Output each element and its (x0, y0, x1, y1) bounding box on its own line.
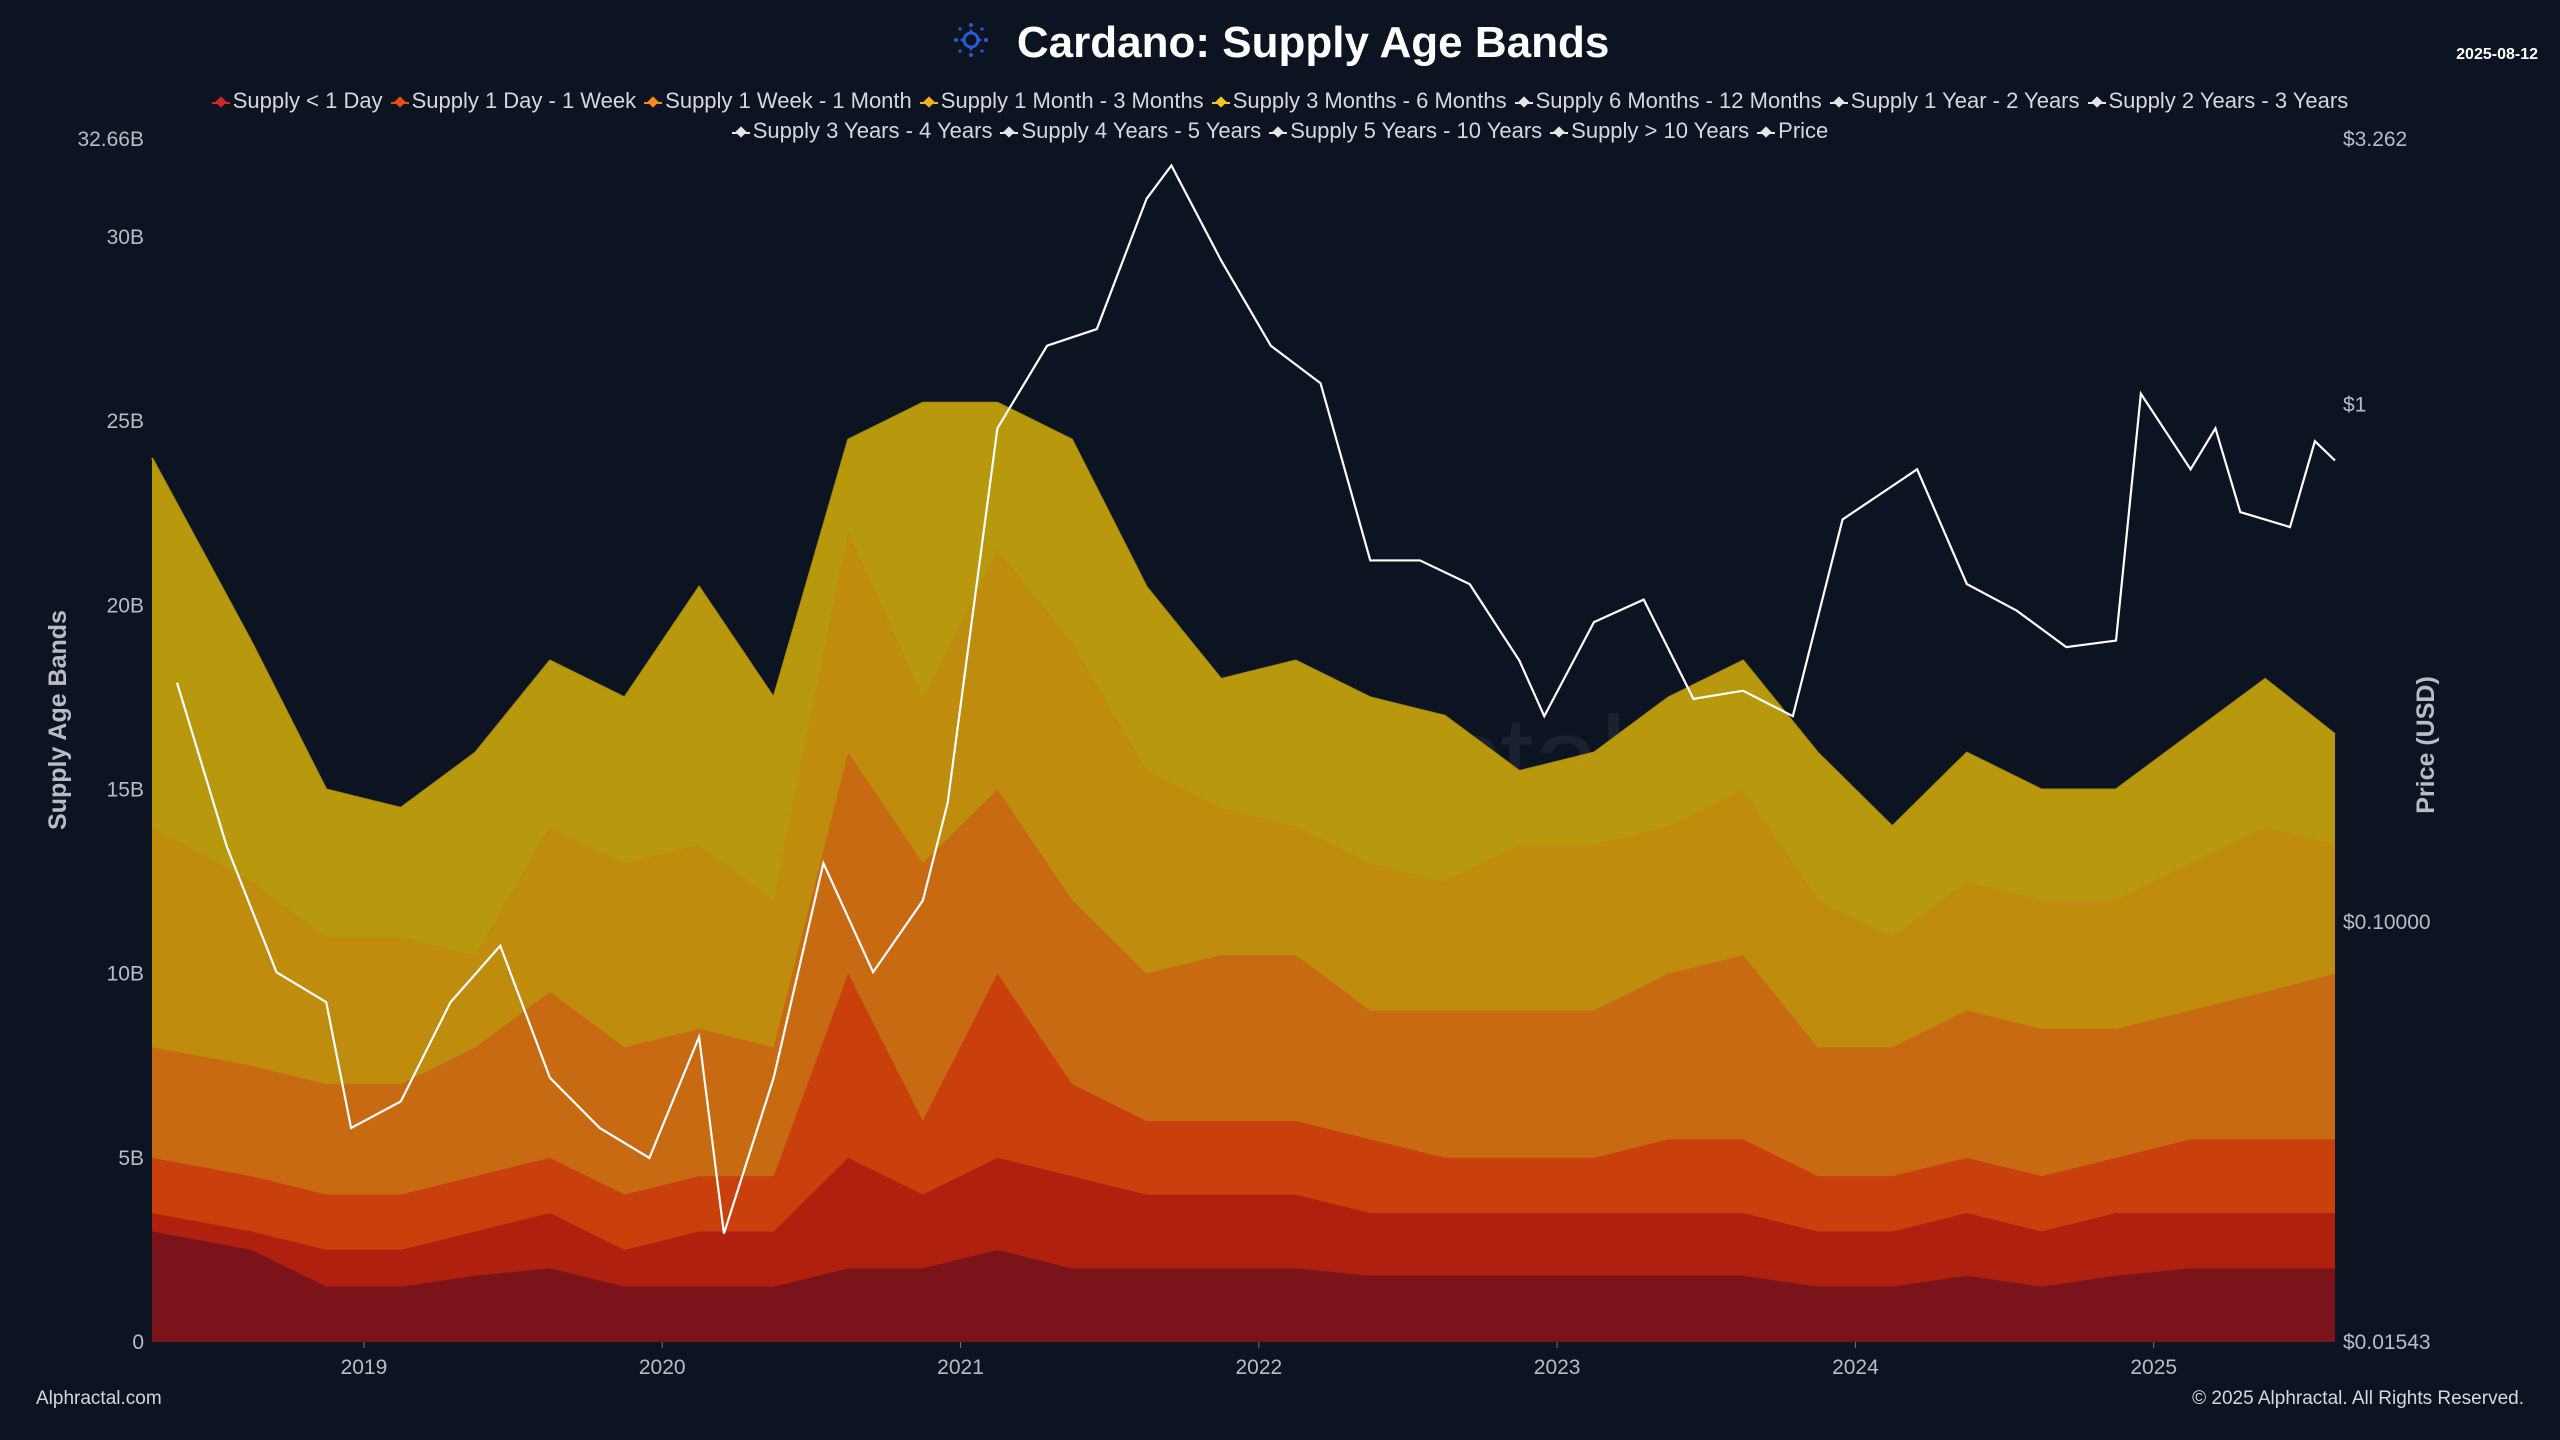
legend-item[interactable]: Supply < 1 Day (211, 88, 383, 114)
y2-axis-title: Price (USD) (2412, 676, 2440, 814)
price-line (176, 163, 2336, 1234)
legend-item[interactable]: Supply 5 Years - 10 Years (1269, 118, 1542, 144)
legend-marker-icon (919, 98, 938, 108)
y2-tick-label: $3.262 (2343, 128, 2407, 151)
legend-label: Supply 1 Year - 2 Years (1850, 88, 2080, 113)
x-tick-label: 2024 (1832, 1356, 1879, 1379)
x-tick-label: 2021 (937, 1356, 984, 1379)
legend-marker-icon (1550, 128, 1569, 138)
x-tick-label: 2022 (1235, 1356, 1282, 1379)
area-band-4 (152, 531, 2335, 1085)
y-tick-label: 15B (107, 778, 144, 801)
legend-marker-icon (1514, 98, 1533, 108)
legend-item[interactable]: Supply 4 Years - 5 Years (1000, 118, 1261, 144)
legend-item[interactable]: Supply 6 Months - 12 Months (1514, 88, 1822, 114)
legend-label: Supply 1 Day - 1 Week (411, 88, 637, 113)
legend-marker-icon (2087, 98, 2106, 108)
legend-item[interactable]: Supply > 10 Years (1550, 118, 1749, 144)
legend-label: Supply 2 Years - 3 Years (2108, 88, 2349, 113)
y2-tick-label: $1 (2343, 394, 2366, 417)
y-tick-label: 32.66B (77, 128, 144, 151)
x-tick-label: 2025 (2130, 1356, 2177, 1379)
legend-item[interactable]: Supply 2 Years - 3 Years (2087, 88, 2349, 114)
legend-marker-icon (1000, 128, 1019, 138)
chart-title: Cardano: Supply Age Bands (0, 18, 2560, 71)
legend-marker-icon (390, 98, 409, 108)
title-text: Cardano: Supply Age Bands (1016, 18, 1610, 67)
legend-marker-icon (211, 98, 230, 108)
legend-label: Supply < 1 Day (232, 88, 383, 113)
y-tick-label: 30B (107, 226, 144, 249)
y-axis-title: Supply Age Bands (44, 610, 72, 830)
legend-label: Supply 1 Week - 1 Month (665, 88, 912, 113)
chart-date: 2025-08-12 (2456, 46, 2538, 63)
x-tick-label: 2019 (341, 1356, 388, 1379)
legend-item[interactable]: Price (1757, 118, 1828, 144)
legend-item[interactable]: Supply 1 Week - 1 Month (644, 88, 912, 114)
y-tick-label: 10B (107, 963, 144, 986)
legend-marker-icon (731, 128, 750, 138)
y-tick-label: 25B (107, 410, 144, 433)
legend-label: Supply > 10 Years (1571, 118, 1750, 143)
legend-marker-icon (644, 98, 663, 108)
legend-label: Supply 6 Months - 12 Months (1535, 88, 1822, 113)
area-band-2 (152, 973, 2335, 1250)
legend-label: Supply 3 Years - 4 Years (752, 118, 993, 143)
area-band-5 (152, 402, 2335, 956)
legend-marker-icon (1269, 128, 1288, 138)
legend-label: Supply 3 Months - 6 Months (1232, 88, 1507, 113)
legend-label: Supply 4 Years - 5 Years (1021, 118, 1262, 143)
footer-site: Alphractal.com (36, 1388, 162, 1409)
legend-label: Price (1778, 118, 1829, 143)
legend-item[interactable]: Supply 3 Years - 4 Years (731, 118, 993, 144)
x-tick-label: 2023 (1534, 1356, 1581, 1379)
y2-tick-label: $0.10000 (2343, 911, 2431, 934)
legend-row-1: Supply < 1 Day Supply 1 Day - 1 Week Suppl… (0, 88, 2560, 114)
legend-item[interactable]: Supply 1 Month - 3 Months (919, 88, 1204, 114)
legend-marker-icon (1757, 128, 1776, 138)
band-edge-5 (151, 401, 2336, 828)
legend-item[interactable]: Supply 1 Day - 1 Week (390, 88, 637, 114)
legend-label: Supply 1 Month - 3 Months (940, 88, 1204, 113)
legend-marker-icon (1211, 98, 1230, 108)
legend-marker-icon (1829, 98, 1848, 108)
legend-item[interactable]: Supply 1 Year - 2 Years (1829, 88, 2080, 114)
y-tick-label: 0 (132, 1331, 144, 1354)
area-band-3 (152, 752, 2335, 1195)
legend-label: Supply 5 Years - 10 Years (1290, 118, 1543, 143)
footer-copyright: © 2025 Alphractal. All Rights Reserved. (2192, 1388, 2524, 1409)
y2-tick-label: $0.01543 (2343, 1331, 2431, 1354)
area-band-1 (152, 1157, 2335, 1287)
legend-row-2: Supply 3 Years - 4 Years Supply 4 Years -… (0, 118, 2560, 144)
cardano-logo-icon (951, 20, 991, 71)
y-tick-label: 5B (118, 1147, 144, 1170)
area-band-0 (152, 1231, 2335, 1342)
legend-item[interactable]: Supply 3 Months - 6 Months (1211, 88, 1507, 114)
y-tick-label: 20B (107, 594, 144, 617)
x-tick-label: 2020 (639, 1356, 686, 1379)
